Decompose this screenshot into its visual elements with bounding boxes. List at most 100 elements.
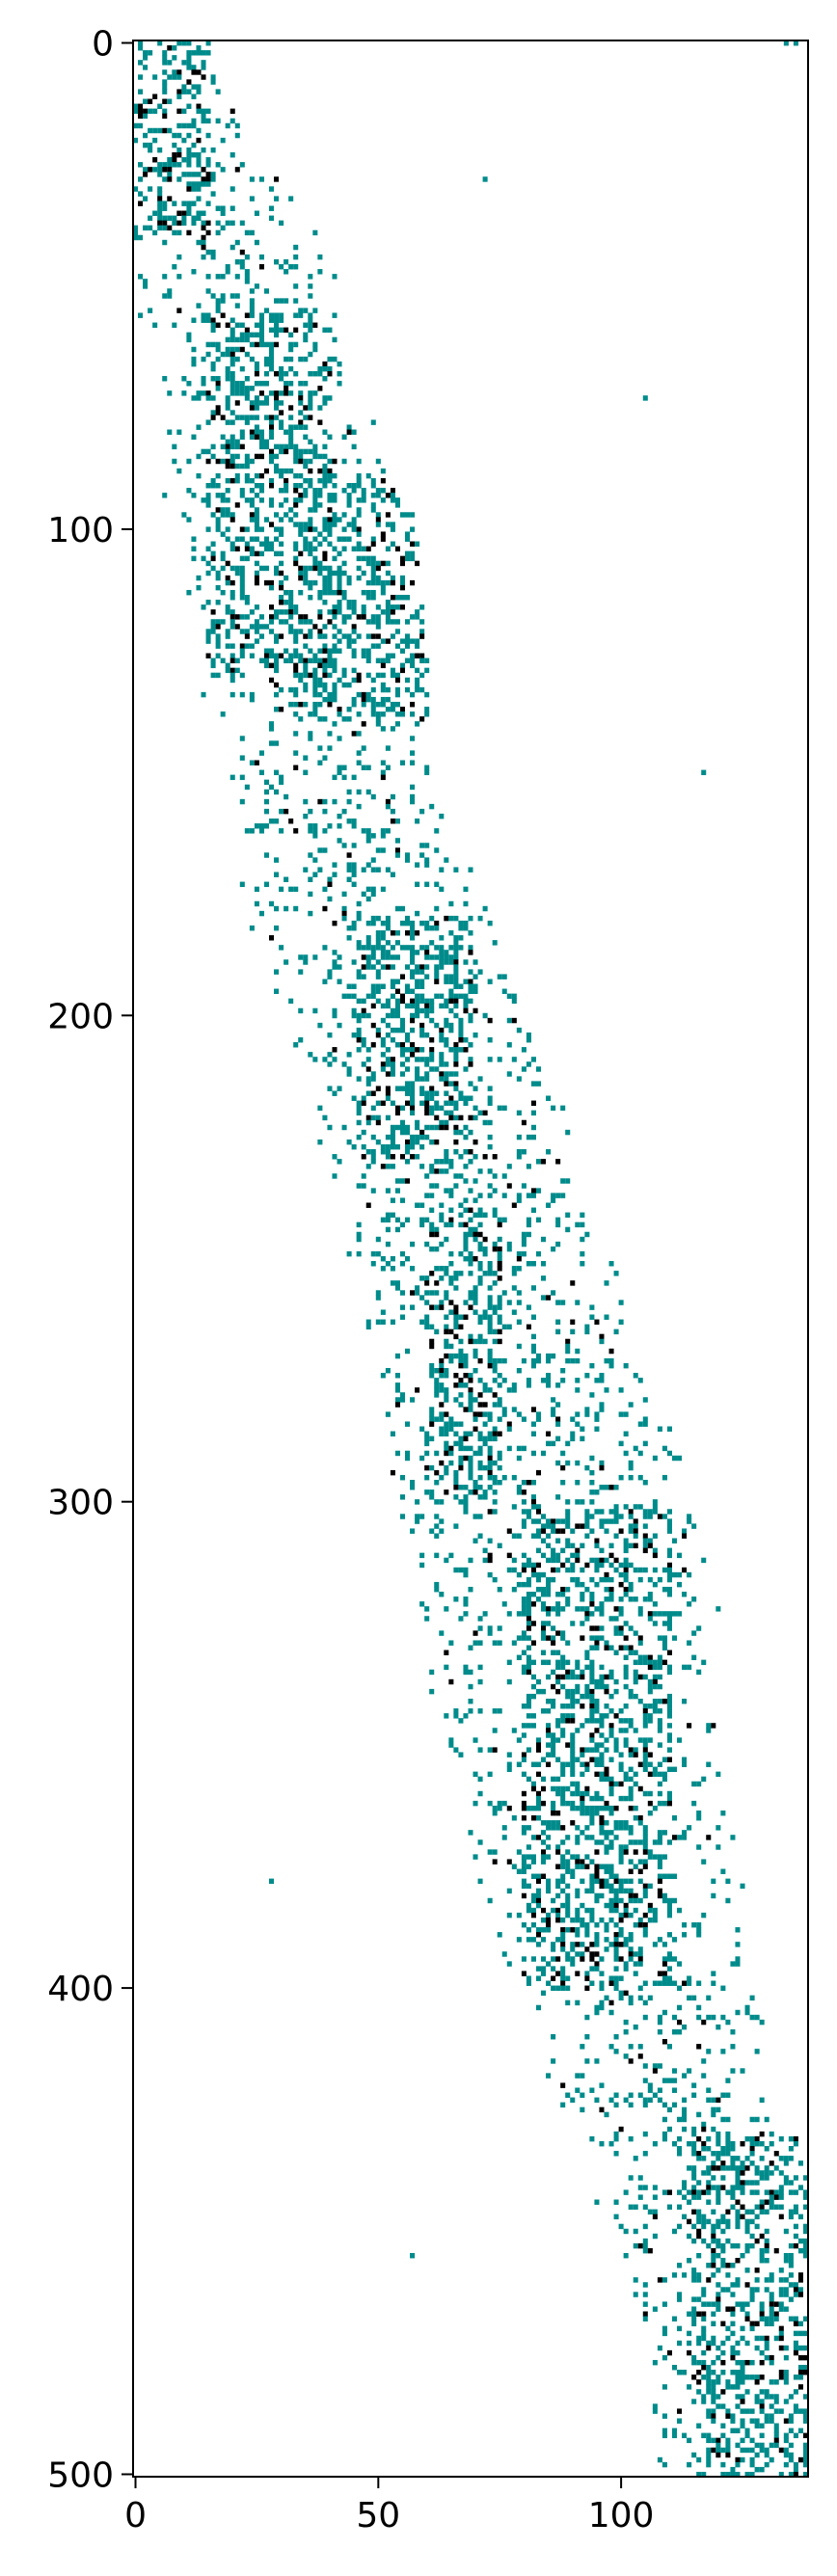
cell-value-1 [599, 1980, 605, 1986]
cell-value-1 [254, 381, 259, 387]
cell-value-1 [439, 993, 445, 1000]
cell-value-1 [594, 1581, 600, 1588]
cell-value-1 [560, 1193, 566, 1198]
cell-value-2 [410, 998, 416, 1005]
cell-value-1 [555, 1567, 561, 1573]
cell-value-1 [327, 493, 333, 498]
cell-value-1 [613, 1678, 619, 1685]
cell-value-1 [327, 609, 333, 615]
cell-value-1 [565, 1440, 571, 1447]
cell-value-1 [526, 1654, 531, 1661]
cell-value-1 [284, 497, 289, 503]
cell-value-1 [380, 930, 386, 936]
cell-value-1 [410, 760, 416, 765]
cell-value-1 [472, 1226, 478, 1233]
cell-value-1 [468, 1188, 473, 1194]
cell-value-1 [196, 239, 202, 246]
cell-value-2 [303, 405, 309, 411]
cell-value-1 [477, 1747, 483, 1753]
cell-value-2 [274, 390, 280, 396]
cell-value-1 [594, 1562, 600, 1569]
cell-value-2 [657, 1878, 662, 1885]
cell-value-1 [453, 1052, 459, 1058]
cell-value-1 [390, 1139, 395, 1145]
cell-value-1 [370, 915, 376, 922]
cell-value-1 [589, 2135, 595, 2142]
cell-value-1 [424, 769, 430, 776]
cell-value-2 [167, 225, 173, 231]
cell-value-1 [162, 205, 168, 211]
cell-value-1 [608, 1708, 614, 1714]
cell-value-1 [530, 1835, 536, 1840]
cell-value-1 [394, 1450, 400, 1457]
cell-value-1 [341, 458, 347, 465]
cell-value-1 [463, 1095, 469, 1101]
cell-value-1 [541, 1971, 547, 1976]
cell-value-1 [303, 619, 309, 625]
cell-value-1 [711, 2111, 716, 2118]
cell-value-1 [570, 1942, 576, 1947]
cell-value-1 [341, 905, 347, 912]
cell-value-1 [444, 1387, 449, 1393]
cell-value-2 [298, 550, 304, 557]
cell-value-1 [424, 974, 430, 979]
cell-value-1 [720, 1868, 726, 1874]
cell-value-1 [453, 954, 459, 960]
cell-value-1 [565, 1951, 571, 1957]
cell-value-1 [584, 1616, 590, 1622]
cell-value-1 [293, 672, 299, 679]
cell-value-1 [375, 847, 381, 853]
cell-value-1 [162, 376, 168, 382]
cell-value-1 [477, 1678, 483, 1685]
cell-value-1 [637, 1450, 643, 1457]
cell-value-2 [399, 707, 406, 712]
cell-value-1 [526, 1883, 531, 1890]
cell-value-1 [711, 2014, 716, 2021]
cell-value-1 [375, 512, 381, 518]
cell-value-1 [584, 1907, 590, 1914]
cell-value-2 [565, 1338, 571, 1345]
cell-value-1 [487, 1304, 493, 1310]
cell-value-1 [546, 1373, 552, 1379]
cell-value-1 [293, 750, 299, 756]
cell-value-1 [666, 1897, 672, 1904]
cell-value-1 [215, 308, 221, 313]
cell-value-1 [802, 2175, 808, 2181]
cell-value-1 [580, 1951, 585, 1957]
cell-value-1 [405, 595, 411, 601]
cell-value-1 [405, 1217, 411, 1223]
cell-value-1 [482, 1557, 488, 1564]
cell-value-1 [361, 493, 366, 498]
cell-value-1 [541, 1937, 547, 1943]
cell-value-1 [613, 1921, 619, 1928]
cell-value-1 [317, 609, 323, 615]
cell-value-1 [584, 1373, 590, 1379]
cell-value-1 [410, 1047, 416, 1053]
cell-value-1 [555, 1193, 561, 1198]
cell-value-1 [463, 1003, 469, 1009]
cell-value-1 [405, 1149, 411, 1155]
cell-value-1 [365, 1057, 371, 1062]
cell-value-1 [394, 1373, 400, 1379]
cell-value-1 [647, 2087, 653, 2093]
cell-value-1 [332, 774, 338, 781]
cell-value-2 [589, 1942, 595, 1947]
cell-value-1 [666, 1966, 672, 1972]
cell-value-2 [172, 152, 177, 158]
cell-value-1 [458, 1421, 464, 1427]
cell-value-2 [580, 1523, 585, 1529]
cell-value-1 [666, 1576, 672, 1583]
cell-value-1 [530, 1937, 536, 1943]
cell-value-1 [546, 1825, 552, 1831]
cell-value-2 [215, 458, 221, 465]
cell-value-1 [148, 308, 153, 313]
cell-value-1 [492, 1357, 498, 1364]
cell-value-1 [138, 191, 144, 197]
cell-value-1 [589, 1514, 595, 1519]
cell-value-1 [492, 1207, 498, 1213]
cell-value-1 [671, 1815, 678, 1821]
cell-value-1 [560, 1105, 566, 1112]
cell-value-1 [546, 1980, 552, 1986]
cell-value-1 [642, 1538, 648, 1543]
cell-value-1 [415, 1134, 420, 1140]
